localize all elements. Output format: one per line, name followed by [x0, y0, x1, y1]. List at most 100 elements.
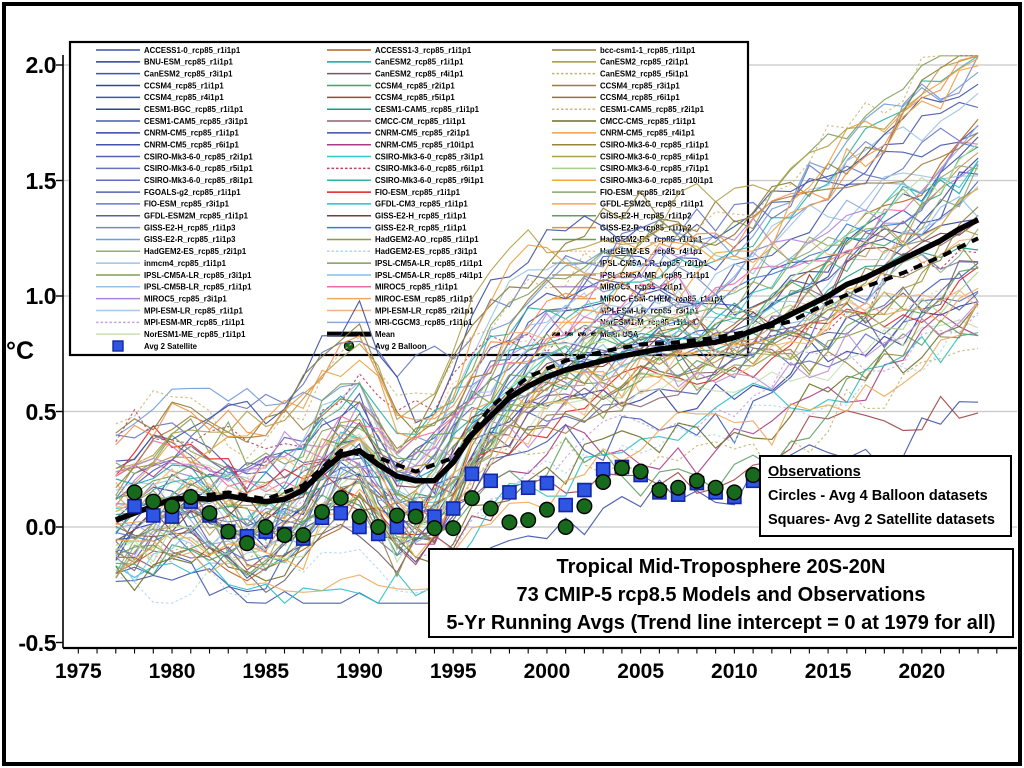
model-line [115, 312, 979, 545]
legend-entry-label: GFDL-ESM2G_rcp85_r1i1p1 [600, 200, 704, 209]
legend-entry-label: ACCESS1-0_rcp85_r1i1p1 [144, 46, 241, 55]
legend-entry-label: GISS-E2-H_rcp85_r1i1p3 [144, 223, 236, 232]
x-axis-label: 1990 [336, 660, 383, 683]
satellite-marker [520, 480, 536, 496]
legend-entry-label: CCSM4_rcp85_r3i1p1 [600, 81, 680, 90]
legend-entry-label: CanESM2_rcp85_r4i1p1 [375, 69, 464, 78]
legend-entry-label: GISS-E2-R_rcp85_r1i1p1 [375, 223, 467, 232]
model-line [115, 163, 979, 507]
model-line [115, 347, 979, 568]
balloon-marker [220, 523, 237, 540]
model-line [115, 57, 979, 506]
satellite-marker [127, 498, 142, 514]
legend-entry-label: MIROC5_rcp85_r3i1p1 [144, 294, 227, 303]
model-line [115, 301, 979, 482]
model-line [115, 289, 979, 518]
legend-entry-label: CSIRO-Mk3-6-0_rcp85_r5i1p1 [144, 164, 253, 173]
model-line [115, 65, 979, 525]
legend-entry-label: CanESM2_rcp85_r5i1p1 [600, 69, 689, 78]
legend-entry-label: IPSL-CM5A-LR_rcp85_r3i1p1 [144, 271, 252, 280]
legend-entry-label: CMCC-CM_rcp85_r1i1p1 [375, 117, 466, 126]
y-axis-label: 0.0 [25, 514, 57, 540]
x-axis-label: 2010 [711, 660, 758, 683]
balloon-marker [257, 519, 274, 536]
legend-entry-label: GISS-E2-R_rcp85_r1i1p3 [144, 235, 236, 244]
balloon-marker [726, 484, 743, 501]
balloon-marker [445, 520, 462, 537]
balloon-marker [557, 519, 574, 536]
legend-entry-label: IPSL-CM5A-LR_rcp85_r4i1p1 [375, 271, 483, 280]
legend-box [68, 40, 750, 357]
legend-entry-label: CMCC-CMS_rcp85_r1i1p1 [600, 117, 696, 126]
model-line [115, 227, 979, 506]
balloon-marker [707, 479, 724, 496]
balloon-marker [482, 500, 499, 517]
legend-entry-label: CNRM-CM5_rcp85_r2i1p1 [375, 129, 471, 138]
legend-entry-label: MIROC5_rcp85_r1i1p1 [375, 283, 458, 292]
model-line [115, 92, 979, 498]
legend-entry-label: MPI-ESM-LR_rcp85_r2i1p1 [375, 306, 474, 315]
balloon-marker [632, 463, 649, 480]
chart-title-line3: 5-Yr Running Avgs (Trend line intercept … [446, 612, 996, 634]
legend-entry-label: HadGEM2-ES_rcp85_r4i1p1 [600, 247, 703, 256]
legend-entry-label: CSIRO-Mk3-6-0_rcp85_r10i1p1 [600, 176, 714, 185]
model-line [115, 288, 979, 488]
legend-entry-label: HadGEM2-ES_rcp85_r2i1p1 [144, 247, 247, 256]
x-axis-label: 1985 [242, 660, 290, 683]
legend-entry-label: CESM1-CAM5_rcp85_r3i1p1 [144, 117, 249, 126]
legend-entry-label: IPSL-CM5B-LR_rcp85_r1i1p1 [144, 283, 252, 292]
legend-entry-label: GFDL-CM3_rcp85_r1i1p1 [375, 200, 468, 209]
model-line [115, 132, 979, 489]
satellite-marker [483, 473, 498, 489]
legend-entry-label: CESM1-CAM5_rcp85_r2i1p1 [600, 105, 705, 114]
satellite-marker [558, 497, 573, 513]
model-line [115, 332, 979, 604]
balloon-marker [613, 460, 630, 477]
balloon-marker [688, 472, 705, 489]
balloon-marker [595, 473, 612, 490]
satellite-marker [145, 508, 161, 523]
legend: ACCESS1-0_rcp85_r1i1p1 BNU-ESM_rcp85_r1i1… [68, 40, 750, 357]
balloon-marker [351, 508, 368, 525]
balloon-marker [332, 490, 349, 507]
balloon-marker [295, 527, 312, 544]
legend-entry-label: CNRM-CM5_rcp85_r10i1p1 [375, 141, 475, 150]
x-axis-label: 1975 [54, 660, 102, 683]
mean-lines [114, 217, 980, 523]
x-axis-label: 2020 [898, 660, 946, 683]
balloon-marker [538, 501, 555, 518]
legend-entry-label: Avg 2 Satellite [144, 342, 198, 351]
legend-entry-label: GFDL-ESM2M_rcp85_r1i1p1 [144, 212, 249, 221]
x-axis-label: 1980 [148, 660, 196, 683]
balloon-marker [407, 508, 424, 525]
legend-entry-label: IPSL-CM5A-LR_rcp85_r1i1p1 [375, 259, 483, 268]
legend-entry-label: CNRM-CM5_rcp85_r4i1p1 [600, 129, 696, 138]
model-line [115, 271, 979, 576]
balloon-marker [145, 493, 162, 510]
chart-title-line1: Tropical Mid-Troposphere 20S-20N [556, 556, 886, 578]
axes [56, 55, 1017, 654]
balloon-marker [276, 527, 293, 544]
x-axis-label: 2005 [617, 660, 664, 683]
legend-entry-label: NorESM1-M_rcp85_r1i1p1 [600, 318, 697, 327]
legend-entry-label: FIO-ESM_rcp85_r1i1p1 [375, 188, 461, 197]
chart-title-line2: 73 CMIP-5 rcp8.5 Models and Observations [516, 584, 926, 606]
satellite-marker [445, 501, 461, 516]
satellite-marker [333, 505, 349, 521]
balloon-marker [313, 503, 330, 520]
model-line [115, 142, 979, 564]
chart-title-box: Tropical Mid-Troposphere 20S-20N 73 CMIP… [428, 548, 1014, 638]
x-axis-label: 2000 [523, 660, 571, 683]
legend-swatch-satellite-square [112, 340, 124, 352]
legend-entry-label: CSIRO-Mk3-6-0_rcp85_r2i1p1 [144, 152, 253, 161]
legend-entry-label: CanESM2_rcp85_r2i1p1 [600, 58, 689, 67]
model-line [115, 401, 979, 604]
model-line [115, 185, 979, 572]
satellite-marker [464, 466, 480, 482]
legend-entry-label: CSIRO-Mk3-6-0_rcp85_r4i1p1 [600, 152, 709, 161]
model-line [115, 55, 979, 470]
satellite-marker [595, 461, 611, 477]
satellite-marker [539, 475, 555, 491]
model-line [115, 272, 979, 499]
mean-usa-line [190, 236, 979, 502]
